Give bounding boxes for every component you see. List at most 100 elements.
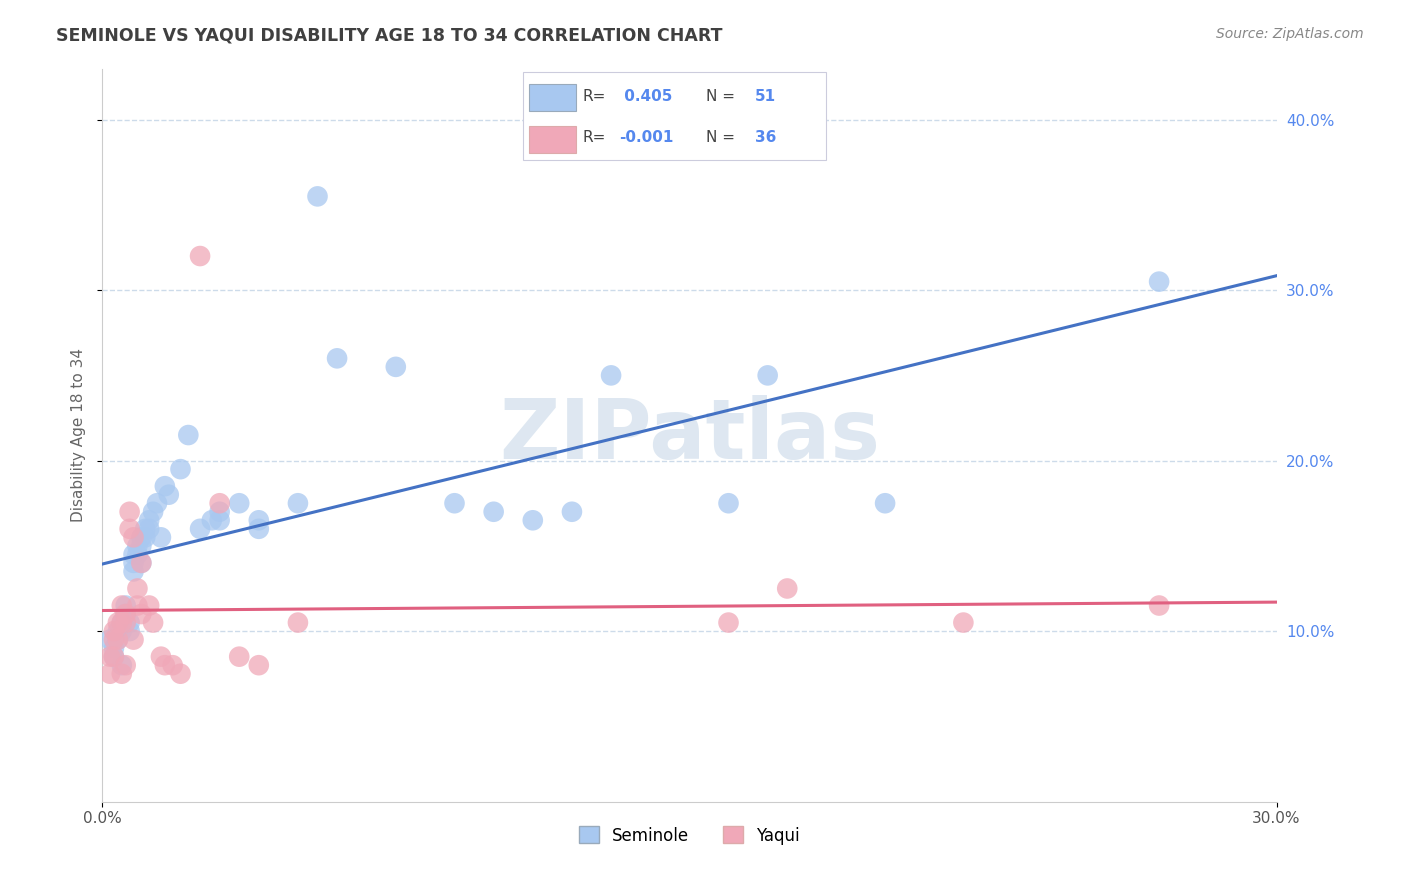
Point xyxy=(287,615,309,630)
Point xyxy=(127,582,149,596)
Point xyxy=(103,641,125,656)
Point xyxy=(127,548,149,562)
Point xyxy=(149,530,172,544)
Point xyxy=(188,522,211,536)
Point xyxy=(600,368,623,383)
Point xyxy=(103,649,125,664)
Point xyxy=(131,530,153,544)
Point xyxy=(114,658,136,673)
Text: 51: 51 xyxy=(755,89,776,103)
Point xyxy=(561,505,583,519)
Point xyxy=(228,496,250,510)
Point xyxy=(482,505,505,519)
Point xyxy=(118,624,141,639)
Point xyxy=(131,556,153,570)
Point xyxy=(875,496,897,510)
Point xyxy=(142,615,165,630)
Point xyxy=(776,582,799,596)
Point xyxy=(142,505,165,519)
Point xyxy=(157,488,180,502)
Point xyxy=(208,505,231,519)
Point xyxy=(717,496,740,510)
Point xyxy=(247,522,270,536)
Point xyxy=(107,632,129,647)
Point xyxy=(107,615,129,630)
Text: 0.405: 0.405 xyxy=(619,89,672,103)
Point xyxy=(208,513,231,527)
Point xyxy=(169,462,191,476)
Point xyxy=(153,479,176,493)
Point xyxy=(131,556,153,570)
Point xyxy=(385,359,408,374)
Point xyxy=(138,522,160,536)
Point xyxy=(146,496,169,510)
Point xyxy=(169,666,191,681)
FancyBboxPatch shape xyxy=(523,72,827,160)
Point xyxy=(114,607,136,621)
Point xyxy=(138,599,160,613)
Text: R=: R= xyxy=(582,89,606,103)
Point xyxy=(111,615,134,630)
Text: Source: ZipAtlas.com: Source: ZipAtlas.com xyxy=(1216,27,1364,41)
Point xyxy=(118,522,141,536)
Point xyxy=(114,615,136,630)
Point xyxy=(118,615,141,630)
Point xyxy=(122,565,145,579)
Point xyxy=(118,505,141,519)
Text: 36: 36 xyxy=(755,130,776,145)
Point xyxy=(153,658,176,673)
Point xyxy=(188,249,211,263)
Point xyxy=(98,632,121,647)
Point xyxy=(98,666,121,681)
FancyBboxPatch shape xyxy=(530,84,576,111)
Point xyxy=(201,513,224,527)
Point xyxy=(149,649,172,664)
Text: -0.001: -0.001 xyxy=(619,130,673,145)
Point xyxy=(162,658,184,673)
Point xyxy=(307,189,329,203)
Point xyxy=(287,496,309,510)
Point xyxy=(177,428,200,442)
Point xyxy=(247,658,270,673)
Point xyxy=(247,513,270,527)
Point xyxy=(107,624,129,639)
Text: SEMINOLE VS YAQUI DISABILITY AGE 18 TO 34 CORRELATION CHART: SEMINOLE VS YAQUI DISABILITY AGE 18 TO 3… xyxy=(56,27,723,45)
Point xyxy=(122,548,145,562)
Text: ZIPatlas: ZIPatlas xyxy=(499,394,880,475)
Point xyxy=(107,632,129,647)
Y-axis label: Disability Age 18 to 34: Disability Age 18 to 34 xyxy=(72,348,86,522)
Point xyxy=(326,351,349,366)
Point xyxy=(522,513,544,527)
Point xyxy=(228,649,250,664)
Point xyxy=(134,522,156,536)
Point xyxy=(111,658,134,673)
Point xyxy=(114,599,136,613)
Point xyxy=(127,539,149,553)
Point xyxy=(208,496,231,510)
Point xyxy=(103,624,125,639)
Point xyxy=(952,615,974,630)
Point xyxy=(138,513,160,527)
Point xyxy=(111,615,134,630)
Point xyxy=(122,530,145,544)
Text: R=: R= xyxy=(582,130,606,145)
Point xyxy=(114,607,136,621)
Point xyxy=(111,599,134,613)
Text: N =: N = xyxy=(706,130,735,145)
Point xyxy=(127,599,149,613)
Point xyxy=(1147,599,1170,613)
Point xyxy=(134,530,156,544)
FancyBboxPatch shape xyxy=(530,126,576,153)
Legend: Seminole, Yaqui: Seminole, Yaqui xyxy=(579,826,800,845)
Point xyxy=(131,539,153,553)
Point xyxy=(111,666,134,681)
Text: N =: N = xyxy=(706,89,735,103)
Point xyxy=(103,632,125,647)
Point xyxy=(122,632,145,647)
Point xyxy=(103,649,125,664)
Point xyxy=(1147,275,1170,289)
Point xyxy=(111,624,134,639)
Point xyxy=(717,615,740,630)
Point xyxy=(131,607,153,621)
Point xyxy=(443,496,465,510)
